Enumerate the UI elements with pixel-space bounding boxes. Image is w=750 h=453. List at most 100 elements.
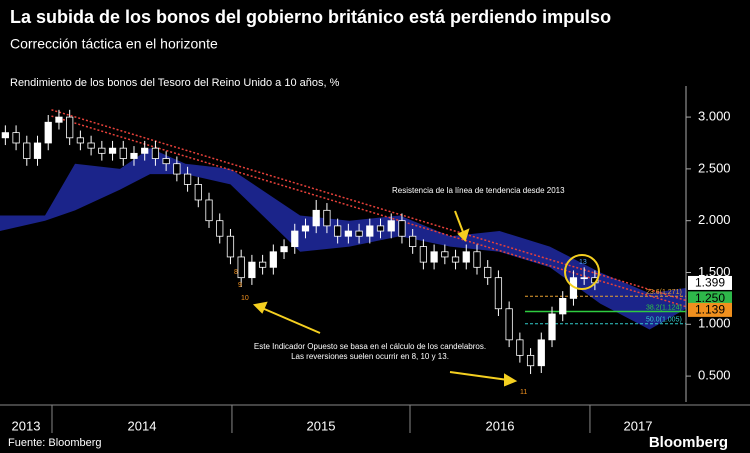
candle-body <box>23 142 31 159</box>
y-tick-label: 1.000 <box>698 316 731 331</box>
candle-body <box>119 147 127 159</box>
candle-body <box>548 313 556 341</box>
y-tick-label: 1.500 <box>698 264 731 279</box>
candle-body <box>484 266 492 279</box>
candle-body <box>216 220 224 237</box>
candle-body <box>559 297 567 315</box>
x-tick-label: 2015 <box>307 418 336 433</box>
candle-body <box>580 277 588 280</box>
candle-body <box>173 163 181 175</box>
candle-body <box>462 251 470 263</box>
title: La subida de los bonos del gobierno brit… <box>10 7 611 27</box>
candle-body <box>334 225 342 237</box>
x-tick-label: 2017 <box>624 418 653 433</box>
candle-body <box>344 230 352 237</box>
highlight-circle <box>564 254 600 290</box>
arrow <box>261 307 321 334</box>
counts: 8 9 10 11 13 <box>234 259 587 396</box>
arrow <box>454 210 464 233</box>
plot: 0.500 1.000 1.500 2.000 2.500 3.000 23.6(1.271… <box>0 86 750 433</box>
candle-body <box>183 173 192 185</box>
candle-body <box>33 142 42 159</box>
candle-body <box>323 209 331 227</box>
candle-body <box>130 152 138 159</box>
candle-body <box>12 132 20 144</box>
candle-body <box>66 116 74 139</box>
brand: Bloomberg <box>649 434 728 451</box>
cloud <box>0 148 686 330</box>
x-tick-label: 2016 <box>486 418 515 433</box>
chart-label: Rendimiento de los bonos del Tesoro del … <box>10 77 340 89</box>
candle-body <box>291 230 299 247</box>
candle-body <box>141 147 149 154</box>
count-label: 10 <box>241 295 249 302</box>
annotation-arrows <box>252 210 600 387</box>
level-label: 38.2(1.124) <box>646 304 682 311</box>
x-tick-label: 2013 <box>12 418 41 433</box>
price-tag-label: 1.250 <box>695 291 725 305</box>
trendline <box>51 115 687 308</box>
level-label: 23.6(1.271) <box>646 289 682 296</box>
candle-body <box>258 261 267 268</box>
candle-body <box>441 251 449 258</box>
price-tag-label: 1.139 <box>695 303 725 317</box>
arrow-head <box>252 301 268 314</box>
candle-body <box>526 354 535 367</box>
source: Fuente: Bloomberg <box>8 437 102 449</box>
candle-body <box>537 339 545 367</box>
arrow-head <box>457 228 470 242</box>
y-tick-label: 3.000 <box>698 109 731 124</box>
candle-body <box>44 121 52 144</box>
candle-body <box>430 251 438 263</box>
count-label: 8 <box>234 269 238 276</box>
candle-body <box>205 199 213 222</box>
count-label: 9 <box>238 282 242 289</box>
level-label: 50.0(1.005) <box>646 317 682 324</box>
candle-body <box>516 339 524 356</box>
candle-body <box>505 308 513 341</box>
count-label: 13 <box>579 259 587 266</box>
candle-body <box>473 251 481 268</box>
candle-body <box>376 225 385 232</box>
candle-body <box>76 137 85 144</box>
candle-body <box>87 142 95 149</box>
trendline <box>51 109 687 302</box>
y-tick-label: 0.500 <box>698 368 731 383</box>
price-tag <box>688 275 732 290</box>
x-tick-label: 2014 <box>128 418 157 433</box>
annotation: Este Indicador Opuesto se basa en el cál… <box>254 342 486 351</box>
candle-body <box>366 225 374 237</box>
y-tick-label: 2.500 <box>698 160 731 175</box>
candle-body <box>312 209 320 227</box>
price-tag-label: 1.399 <box>695 276 725 290</box>
annotation: Las reversiones suelen ocurrir en 8, 10 … <box>291 352 449 361</box>
price-tag <box>688 291 732 306</box>
y-tick-label: 2.000 <box>698 212 731 227</box>
price-tag <box>688 302 732 317</box>
candle-body <box>269 251 277 268</box>
candle-body <box>494 277 503 310</box>
candle-body <box>280 246 288 253</box>
candle-body <box>409 235 417 247</box>
candle-body <box>98 147 106 154</box>
candle-body <box>162 158 170 165</box>
candle-body <box>355 230 363 237</box>
count-label: 11 <box>520 389 527 396</box>
candle-body <box>387 220 395 232</box>
candle-body <box>108 147 117 154</box>
candle-body <box>301 225 310 232</box>
annotation: Resistencia de la línea de tendencia des… <box>392 186 565 195</box>
candle-body <box>55 116 63 123</box>
candle-body <box>194 184 202 201</box>
candle-body <box>226 235 235 258</box>
arrow <box>449 371 509 381</box>
candle-body <box>237 256 245 279</box>
candle-body <box>419 246 428 263</box>
candle-body <box>451 256 460 263</box>
arrow-head <box>504 373 518 387</box>
candle-body <box>151 147 160 159</box>
candle-body <box>248 261 256 279</box>
candle-body <box>1 132 9 139</box>
